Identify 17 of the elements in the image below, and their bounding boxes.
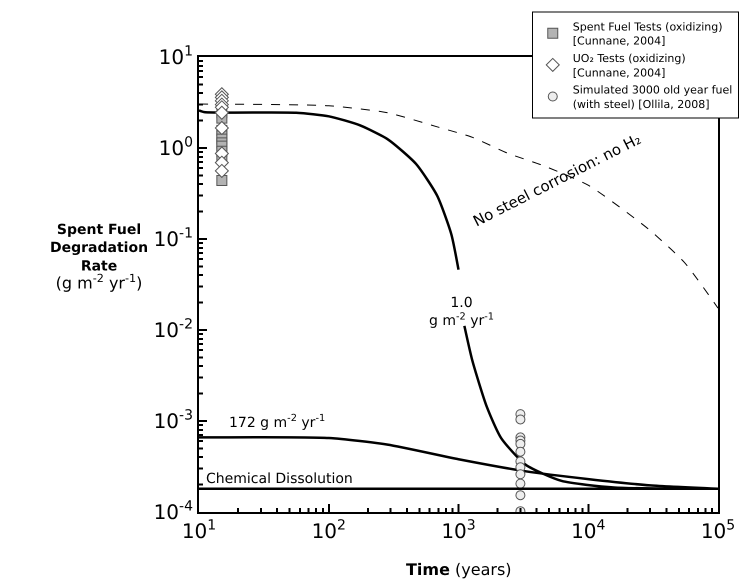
- y-tick-label: 10$^{0}$: [158, 134, 193, 160]
- legend-label: UO₂ Tests (oxidizing) [Cunnane, 2004]: [572, 52, 686, 80]
- y-tick-label: 10$^{-2}$: [154, 316, 193, 342]
- x-tick-label: 10$^{4}$: [571, 518, 606, 543]
- x-tick-label: 10$^{5}$: [700, 518, 736, 543]
- y-tick-label: 10$^{1}$: [158, 44, 193, 69]
- x-axis-title: Time (years): [406, 560, 512, 579]
- annotation: 172 g m$^{-2}$ yr$^{-1}$: [229, 413, 326, 431]
- ref-line-label: Chemical Dissolution: [206, 471, 353, 487]
- annotation: 1.0 g m$^{-2}$ yr$^{-1}$: [429, 295, 494, 330]
- x-tick-label: 10$^{2}$: [312, 518, 346, 543]
- legend-label: Simulated 3000 old year fuel (with steel) [Ollila, 2008]: [572, 84, 732, 111]
- x-tick-label: 10$^{3}$: [441, 518, 476, 543]
- legend-label: Spent Fuel Tests (oxidizing) [Cunnane, 2004]: [572, 20, 723, 48]
- y-axis-title: Spent Fuel Degradation Rate (g m$^{-2}$ yr$^{-1}$): [50, 222, 148, 293]
- y-tick-label: 10$^{-1}$: [154, 226, 193, 251]
- y-tick-label: 10$^{-3}$: [154, 408, 193, 433]
